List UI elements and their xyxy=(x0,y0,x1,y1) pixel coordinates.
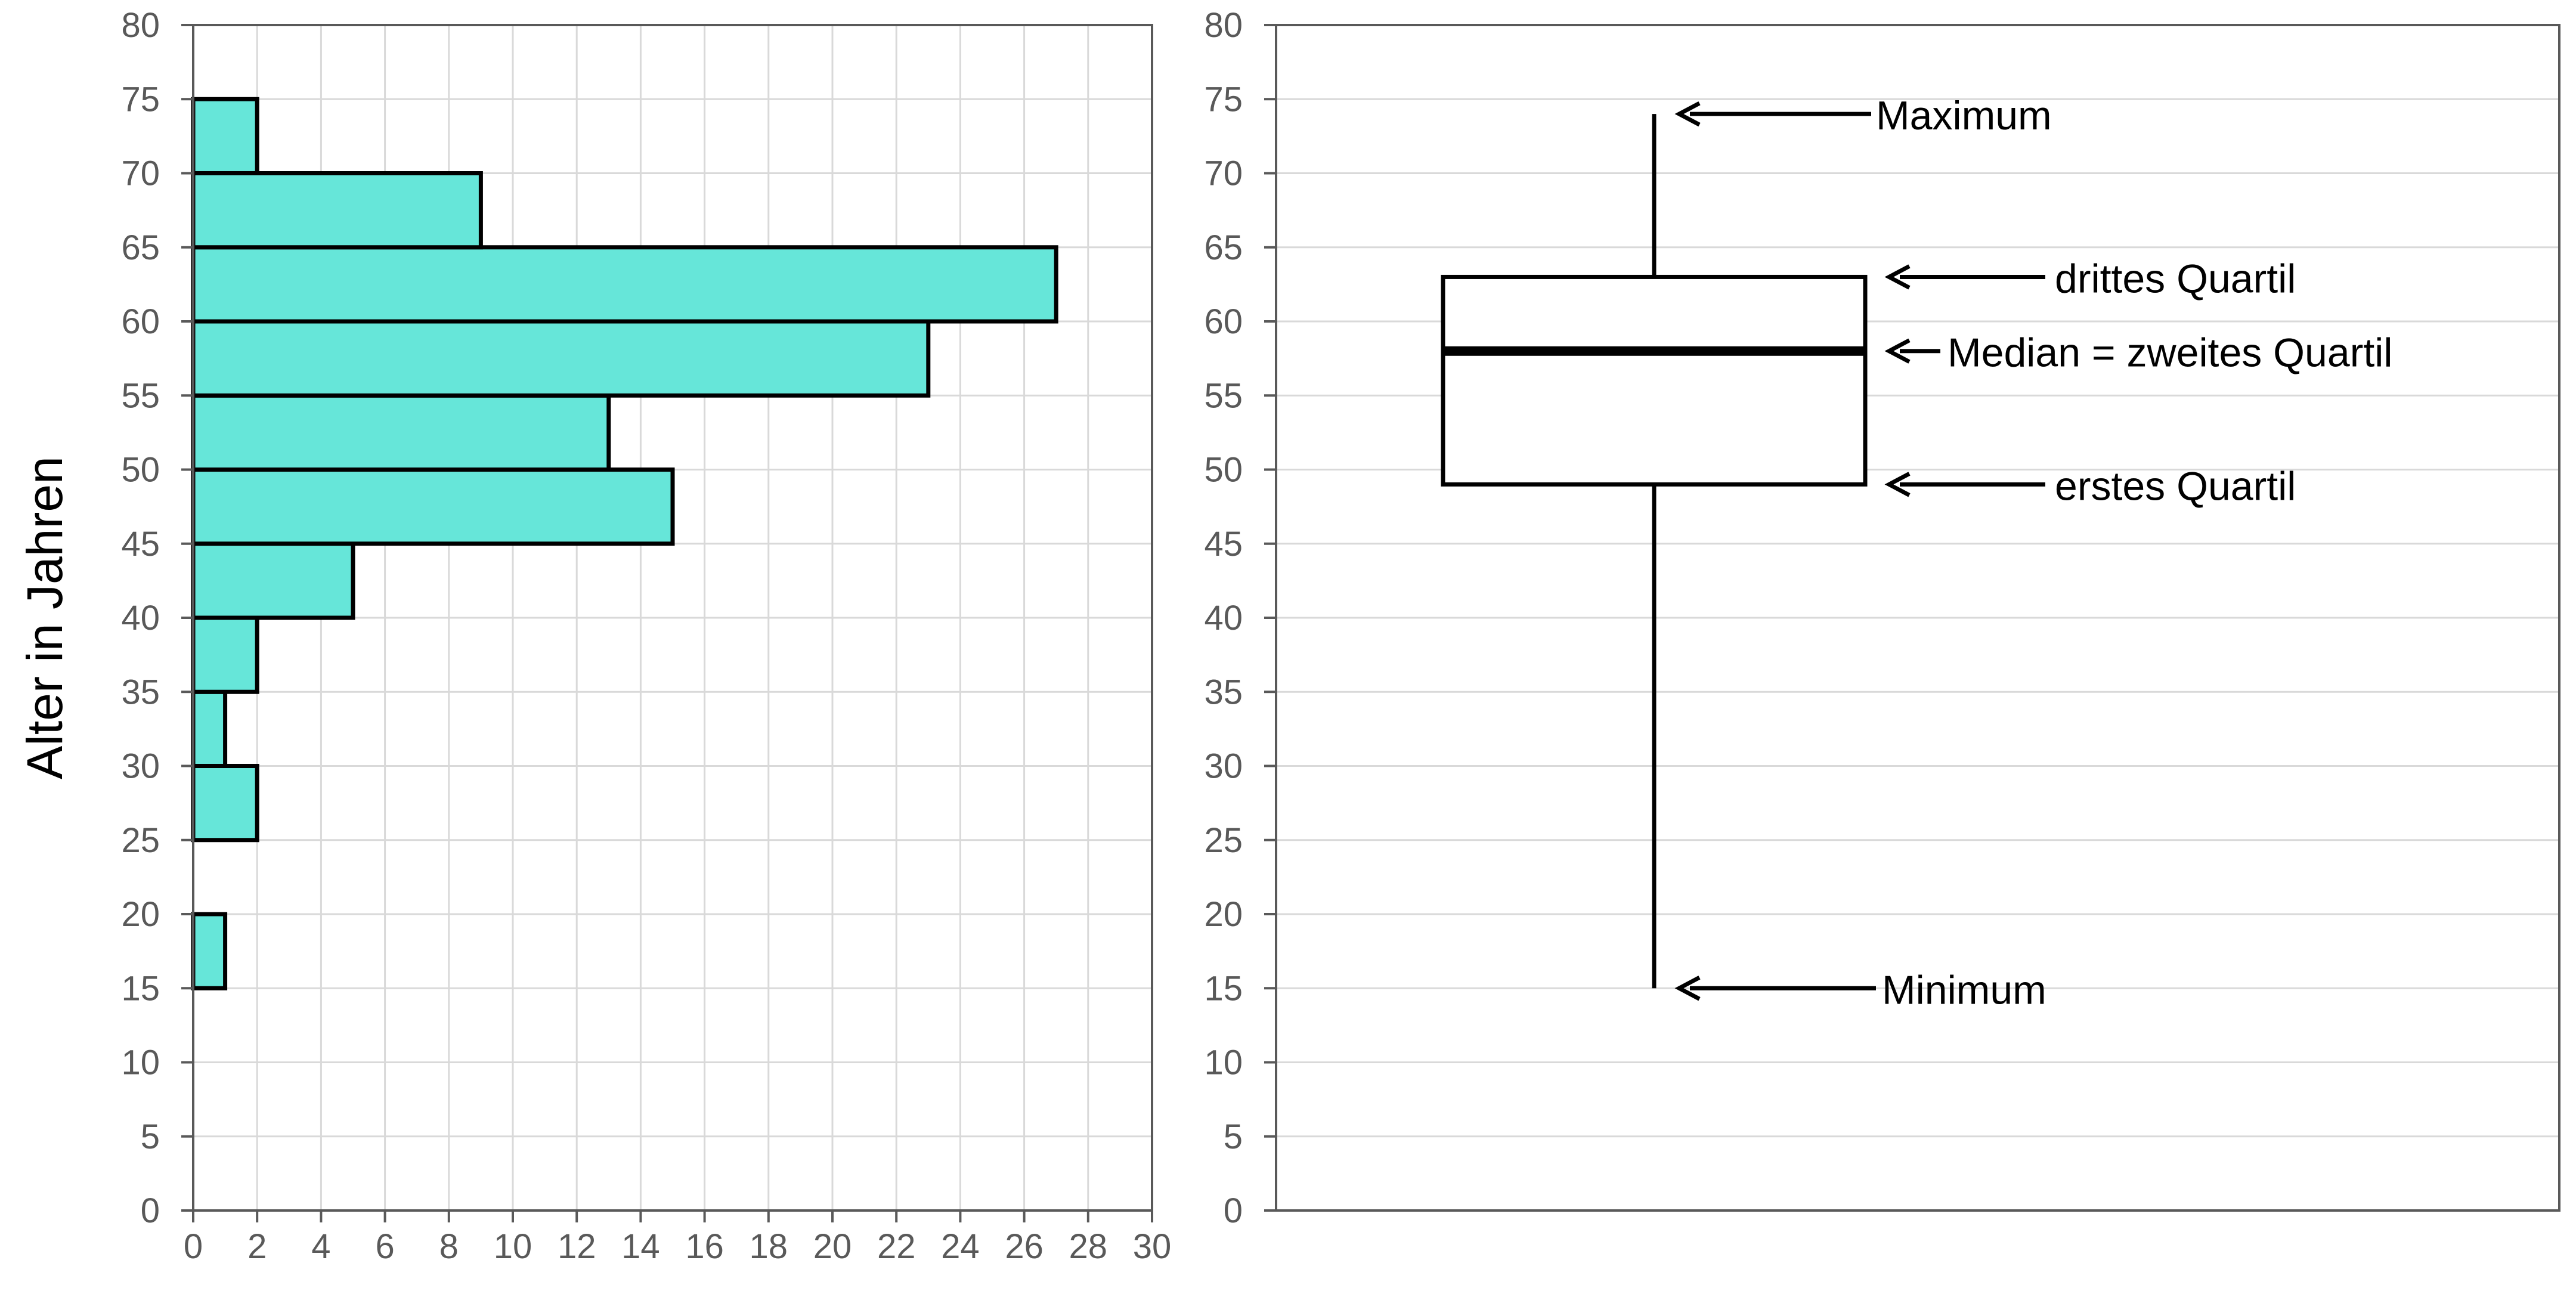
annotation-minimum: Minimum xyxy=(1882,967,2046,1013)
boxplot-y-tick-label: 80 xyxy=(1204,6,1243,45)
boxplot-y-tick-label: 25 xyxy=(1204,821,1243,860)
histogram-y-tick-label: 0 xyxy=(141,1191,160,1230)
boxplot-tick-labels: 0 5 10 15 20 25 30 35 40 45 50 55 60 65 70 75 80 xyxy=(1204,6,1276,1230)
histogram-x-tick-label: 16 xyxy=(685,1227,724,1266)
histogram-bar xyxy=(191,689,228,768)
boxplot-y-tick-label: 10 xyxy=(1204,1044,1243,1082)
histogram-x-tick-label: 18 xyxy=(750,1227,788,1266)
boxplot-box xyxy=(1441,114,1868,989)
histogram-y-tick-label: 35 xyxy=(121,673,160,711)
boxplot-y-tick-label: 45 xyxy=(1204,525,1243,564)
histogram-y-tick-label: 55 xyxy=(121,376,160,415)
annotation-q1-arrow-head xyxy=(1884,472,1911,497)
histogram-y-tick-label: 80 xyxy=(121,6,160,45)
annotation-third-quartile: drittes Quartil xyxy=(2055,256,2296,301)
boxplot-y-tick-label: 70 xyxy=(1204,154,1243,193)
histogram-x-tick-label: 8 xyxy=(439,1227,459,1266)
annotation-max-arrow-head xyxy=(1674,101,1701,127)
annotation-maximum: Maximum xyxy=(1876,93,2052,138)
histogram-y-tick-label: 45 xyxy=(121,525,160,564)
histogram-y-tick-label: 20 xyxy=(121,895,160,934)
histogram-y-tick-label: 25 xyxy=(121,821,160,860)
annotation-median: Median = zweites Quartil xyxy=(1948,330,2392,376)
histogram-x-tick-label: 0 xyxy=(184,1227,203,1266)
histogram-y-tick-label: 15 xyxy=(121,969,160,1008)
histogram-x-tick-label: 24 xyxy=(941,1227,980,1266)
boxplot-y-tick-label: 50 xyxy=(1204,451,1243,490)
histogram-x-tick-label: 22 xyxy=(877,1227,916,1266)
histogram-bar xyxy=(191,764,259,843)
histogram-y-tick-label: 75 xyxy=(121,80,160,119)
histogram-bar xyxy=(191,541,355,620)
histogram-y-tick-label: 40 xyxy=(121,599,160,637)
histogram-bar xyxy=(191,97,259,175)
histogram-bar xyxy=(191,245,1058,324)
annotation-q3-arrow-head xyxy=(1884,264,1911,290)
histogram-x-tick-label: 2 xyxy=(247,1227,267,1266)
histogram-x-tick-label: 12 xyxy=(558,1227,596,1266)
boxplot-y-tick-label: 30 xyxy=(1204,747,1243,786)
boxplot-y-tick-label: 0 xyxy=(1224,1191,1243,1230)
annotation-first-quartile: erstes Quartil xyxy=(2055,463,2296,509)
boxplot-y-tick-label: 20 xyxy=(1204,895,1243,934)
histogram-x-tick-label: 4 xyxy=(311,1227,330,1266)
histogram-bar xyxy=(191,171,483,250)
histogram-y-tick-label: 30 xyxy=(121,747,160,786)
boxplot-y-tick-label: 35 xyxy=(1204,673,1243,711)
histogram-y-tick-label: 5 xyxy=(141,1117,160,1156)
boxplot-y-tick-label: 15 xyxy=(1204,969,1243,1008)
histogram-y-tick-label: 50 xyxy=(121,451,160,490)
histogram-bars xyxy=(191,97,1058,990)
histogram-x-tick-label: 28 xyxy=(1069,1227,1108,1266)
histogram-x-tick-label: 20 xyxy=(813,1227,852,1266)
histogram-bar xyxy=(191,468,675,546)
histogram-bar xyxy=(191,912,228,990)
boxplot-y-tick-label: 60 xyxy=(1204,302,1243,341)
annotation-median-arrow-head xyxy=(1884,338,1911,364)
histogram-bar xyxy=(191,615,259,694)
histogram-x-tick-label: 10 xyxy=(494,1227,532,1266)
boxplot-interquartile-box xyxy=(1441,274,1868,487)
boxplot-y-tick-label: 65 xyxy=(1204,228,1243,267)
histogram-y-axis-label: Alter in Jahren xyxy=(17,456,73,779)
boxplot-annotations: Maximum drittes Quartil Median = zweites… xyxy=(1674,93,2392,1013)
histogram-x-tick-label: 6 xyxy=(375,1227,394,1266)
annotation-min-arrow-head xyxy=(1674,976,1701,1001)
boxplot-y-tick-label: 5 xyxy=(1224,1117,1243,1156)
histogram-x-tick-label: 26 xyxy=(1005,1227,1044,1266)
histogram-y-tick-label: 10 xyxy=(121,1044,160,1082)
histogram-y-tick-label: 65 xyxy=(121,228,160,267)
histogram-x-tick-label: 14 xyxy=(621,1227,660,1266)
boxplot-y-tick-label: 40 xyxy=(1204,599,1243,637)
histogram-y-tick-label: 70 xyxy=(121,154,160,193)
histogram-bar xyxy=(191,393,611,472)
histogram-y-tick-label: 60 xyxy=(121,302,160,341)
histogram-bar xyxy=(191,319,931,398)
histogram-x-tick-label: 30 xyxy=(1133,1227,1172,1266)
boxplot-y-tick-label: 75 xyxy=(1204,80,1243,119)
boxplot-y-tick-label: 55 xyxy=(1204,376,1243,415)
